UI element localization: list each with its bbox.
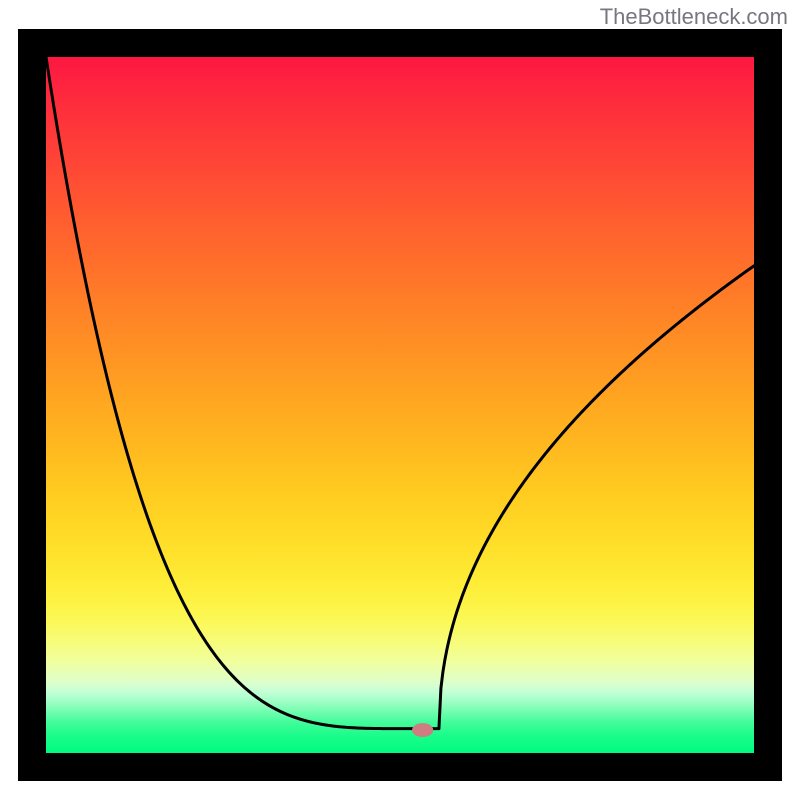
optimum-marker [412,723,433,737]
gradient-background [46,57,754,753]
watermark-text: TheBottleneck.com [600,4,788,30]
bottleneck-chart: TheBottleneck.com [0,0,800,800]
chart-svg [0,0,800,800]
